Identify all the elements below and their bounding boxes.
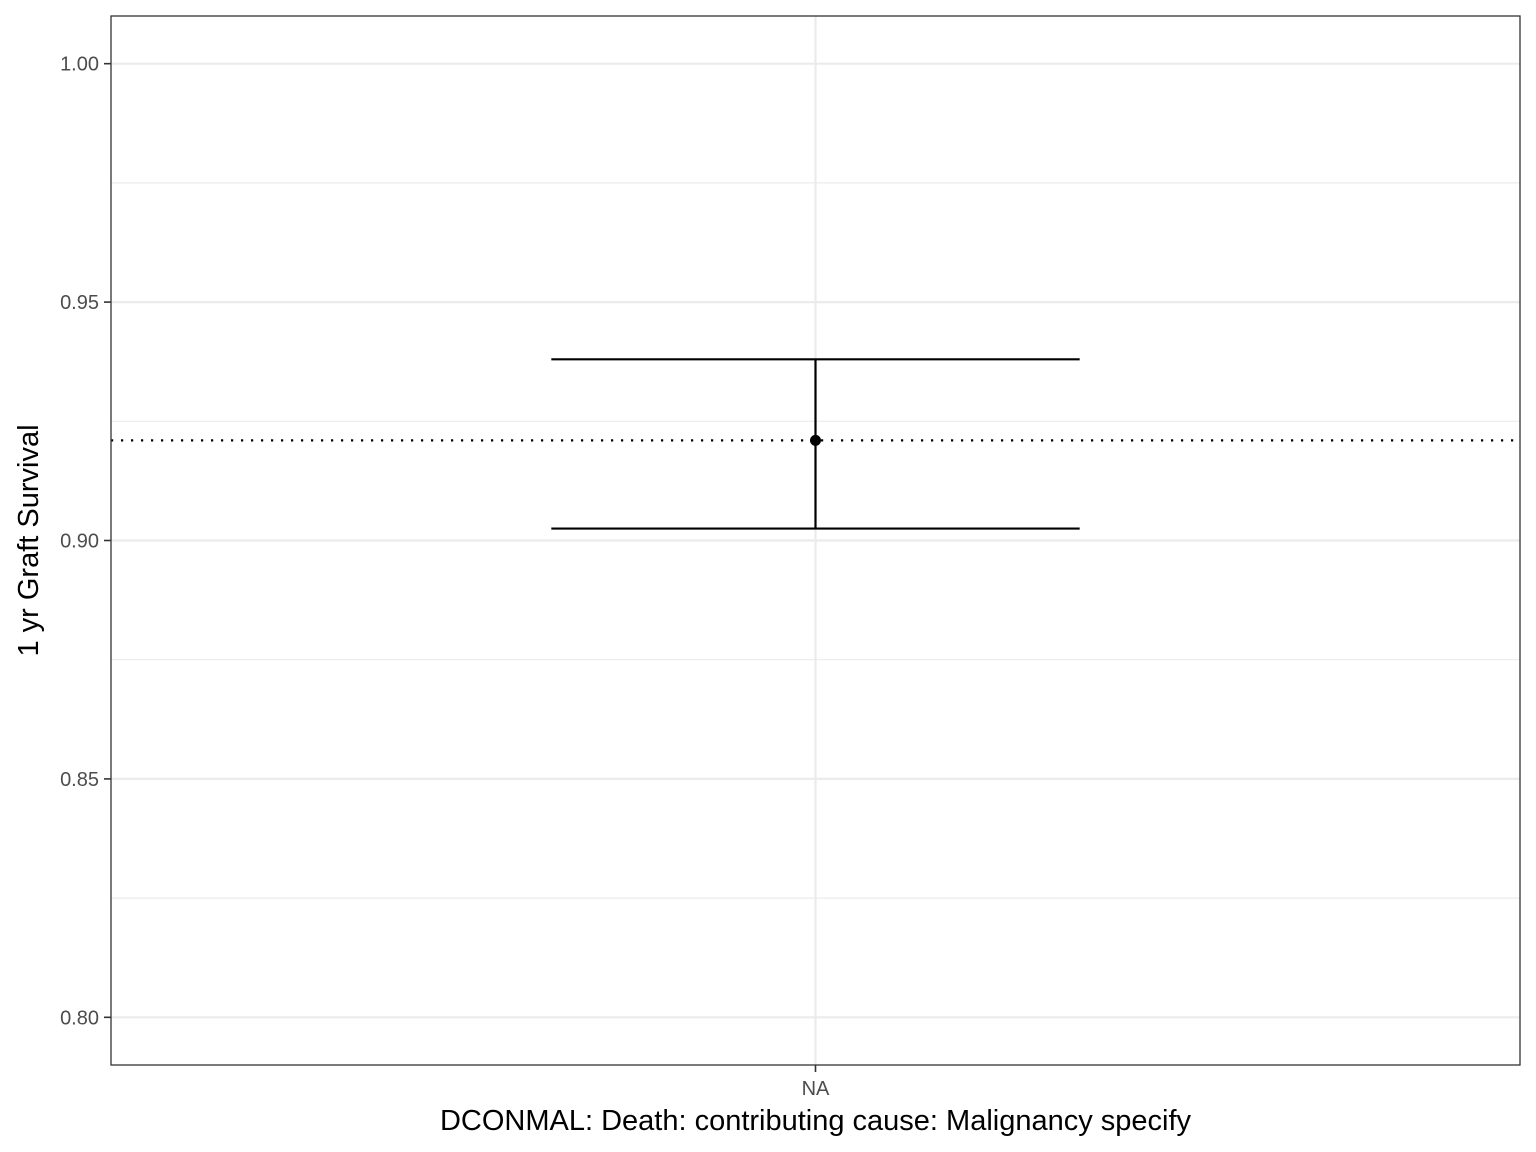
y-tick-label: 0.85 [60, 769, 99, 791]
y-tick-label: 0.95 [60, 292, 99, 314]
y-axis: 0.80 0.85 0.90 0.95 1.00 [60, 54, 111, 1029]
y-tick-label: 1.00 [60, 54, 99, 76]
y-tick-label: 0.90 [60, 531, 99, 553]
y-tick-label: 0.80 [60, 1007, 99, 1029]
data-point [810, 434, 821, 446]
grid-major [111, 16, 1520, 1065]
x-axis: NA [802, 1065, 830, 1100]
y-axis-title: 1 yr Graft Survival [13, 424, 45, 656]
data-marks [111, 358, 1520, 530]
x-tick-label: NA [802, 1078, 830, 1100]
x-axis-title: DCONMAL: Death: contributing cause: Mali… [440, 1105, 1192, 1137]
